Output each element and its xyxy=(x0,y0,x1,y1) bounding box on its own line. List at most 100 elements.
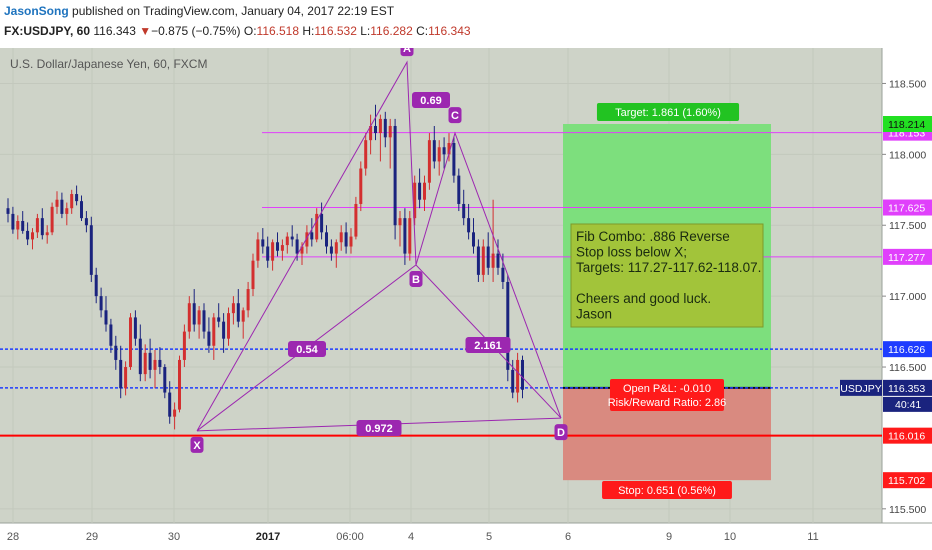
candle xyxy=(486,232,490,275)
candle-body xyxy=(138,338,142,375)
candle-body xyxy=(462,203,466,219)
candle xyxy=(55,191,59,214)
candle-body xyxy=(26,230,30,240)
candle xyxy=(70,189,74,214)
candle-body xyxy=(476,246,480,275)
candle xyxy=(383,111,387,148)
candle xyxy=(476,239,480,282)
candle-body xyxy=(290,236,294,240)
candle xyxy=(378,114,382,162)
candle-body xyxy=(403,218,407,254)
stop-zone-price-tag-text: 115.702 xyxy=(888,475,925,487)
candle xyxy=(276,232,279,257)
candle-body xyxy=(334,242,338,254)
point-b-label-text: B xyxy=(412,274,420,286)
candle xyxy=(75,185,79,206)
y-tick-label: 117.500 xyxy=(889,220,926,232)
candle-body xyxy=(271,242,275,261)
candle xyxy=(212,313,216,360)
candle-body xyxy=(148,352,152,370)
candle xyxy=(501,253,505,290)
price-chart[interactable]: 118.500 118.000 117.500 117.000 116.500 115.5… xyxy=(0,48,932,550)
candle xyxy=(99,287,103,318)
candle xyxy=(21,211,25,234)
point-c-label-text: C xyxy=(451,110,459,122)
target-label: Target: 1.861 (1.60%) xyxy=(596,103,740,121)
candle-body xyxy=(80,201,83,219)
note-line: Stop loss below X; xyxy=(576,245,687,260)
candle-body xyxy=(212,317,216,346)
candle-body xyxy=(256,239,260,261)
candle-body xyxy=(31,232,34,240)
candle xyxy=(472,218,475,254)
candle-body xyxy=(310,232,314,240)
author-link[interactable]: JasonSong xyxy=(4,4,69,18)
candle-body xyxy=(266,246,270,261)
candle-body xyxy=(344,232,348,247)
candle-body xyxy=(94,274,98,297)
candle xyxy=(65,202,69,226)
candle xyxy=(369,114,373,155)
candle xyxy=(290,225,294,247)
candle xyxy=(45,225,49,244)
candle-body xyxy=(437,147,441,162)
candle xyxy=(11,206,15,234)
candle xyxy=(418,168,422,209)
candle-body xyxy=(447,143,451,155)
candle-body xyxy=(472,232,475,247)
candle-body xyxy=(182,331,186,360)
candle xyxy=(447,133,451,162)
symbol-line: FX:USDJPY, 60 116.343 ▼−0.875 (−0.75%) O… xyxy=(4,24,471,38)
candle xyxy=(329,239,333,261)
candle xyxy=(506,274,510,382)
candle-body xyxy=(511,369,515,393)
candle-body xyxy=(84,218,88,226)
ratio-xab-label: 0.54 xyxy=(288,341,326,357)
candle xyxy=(452,137,456,183)
candle xyxy=(413,175,417,226)
candle-body xyxy=(65,208,69,214)
candle xyxy=(320,202,324,240)
y-tick-label: 116.500 xyxy=(889,362,926,374)
ratio-xad-label-text: 0.972 xyxy=(365,423,393,435)
point-b-label-bg xyxy=(409,270,423,287)
candle-body xyxy=(55,199,59,207)
point-x-label-text: X xyxy=(193,440,201,452)
candle xyxy=(94,267,98,304)
candle-body xyxy=(119,359,123,389)
stop-zone-price-tag-bg xyxy=(883,472,932,489)
fib-price-tag-text: 117.277 xyxy=(888,252,925,264)
x-tick-label: 4 xyxy=(408,531,414,543)
ratio-abc-label-text: 0.69 xyxy=(420,95,441,107)
candle-body xyxy=(300,246,304,254)
candle xyxy=(207,317,211,353)
ratio-abc-label: 0.69 xyxy=(412,92,450,108)
candle xyxy=(133,310,137,346)
candle xyxy=(511,359,515,399)
candle xyxy=(89,216,93,282)
symbol-label: FX:USDJPY, 60 xyxy=(4,24,91,38)
candle-body xyxy=(339,232,343,243)
candle-body xyxy=(359,168,363,204)
countdown-tag: 40:41 xyxy=(883,396,932,412)
close-label: C: xyxy=(416,24,429,38)
candle-body xyxy=(315,213,319,240)
candle xyxy=(178,355,181,413)
candle-body xyxy=(408,218,412,254)
candle xyxy=(197,306,201,339)
candle xyxy=(266,236,270,268)
candle-body xyxy=(388,125,392,138)
symbol-tag: USDJPY xyxy=(840,379,882,396)
candle-body xyxy=(442,147,446,155)
point-c-label-bg xyxy=(448,107,462,124)
candle xyxy=(408,211,412,261)
candle-body xyxy=(481,246,485,275)
point-x-label-bg xyxy=(190,436,204,453)
support-price-tag-text: 116.626 xyxy=(888,344,925,356)
candle-body xyxy=(423,182,426,200)
candle xyxy=(364,133,368,176)
candle xyxy=(310,218,314,247)
candle xyxy=(271,239,275,271)
candle xyxy=(173,402,177,430)
time-axis[interactable] xyxy=(0,523,932,550)
